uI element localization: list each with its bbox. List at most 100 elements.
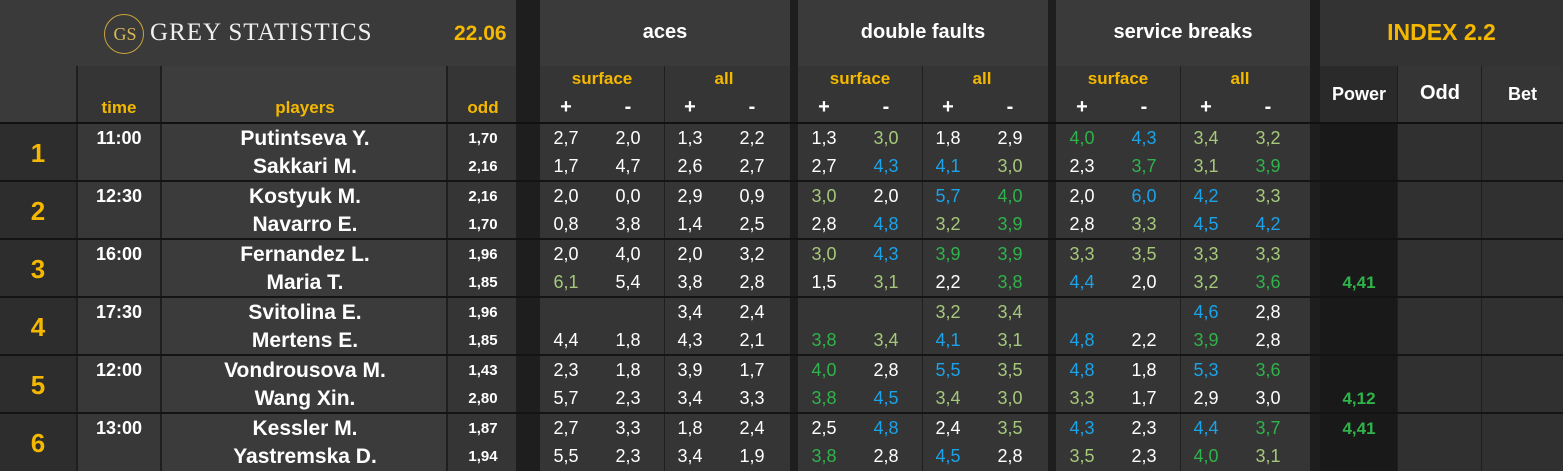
player-odd: 1,87 — [468, 420, 498, 437]
sign-1-2: + — [942, 96, 954, 118]
match-number: 3 — [30, 254, 46, 284]
stat-value: 3,8 — [615, 214, 641, 234]
stat-value: 2,0 — [553, 244, 579, 264]
row-divider-5 — [0, 412, 1563, 414]
stat-value: 4,6 — [1193, 302, 1219, 322]
stat-value: 6,0 — [1131, 186, 1157, 206]
stat-value: 2,9 — [997, 128, 1023, 148]
stat-value: 0,8 — [553, 214, 579, 234]
thin-separator-3 — [1397, 66, 1398, 471]
stat-value: 3,0 — [811, 186, 837, 206]
stat-value: 3,7 — [1255, 418, 1281, 438]
stat-value: 5,4 — [615, 272, 641, 292]
stat-value: 2,0 — [553, 186, 579, 206]
stat-value: 3,0 — [811, 244, 837, 264]
match-time-bg-4 — [76, 355, 162, 413]
stat-value: 1,7 — [739, 360, 765, 380]
sign-2-3: - — [1264, 96, 1272, 118]
stat-value: 3,9 — [677, 360, 703, 380]
match-power-bg-2 — [1320, 239, 1398, 297]
stat-value: 3,1 — [997, 330, 1023, 350]
stat-value: 3,3 — [1069, 244, 1095, 264]
match-number: 5 — [30, 370, 46, 400]
player-odd: 1,96 — [468, 304, 498, 321]
sign-2-0: + — [1076, 96, 1088, 118]
match-odd2-bg-0 — [1398, 123, 1482, 181]
player-name: Putintseva Y. — [240, 127, 370, 150]
stat-value: 3,2 — [739, 244, 765, 264]
stat-value: 2,8 — [811, 214, 837, 234]
match-time-bg-3 — [76, 297, 162, 355]
col-power: Power — [1331, 84, 1387, 104]
match-bet-bg-2 — [1482, 239, 1563, 297]
stat-value: 3,2 — [1255, 128, 1281, 148]
sub-surface-2: surface — [1087, 69, 1149, 88]
stat-value: 3,3 — [1255, 244, 1281, 264]
stat-value: 2,8 — [1069, 214, 1095, 234]
power-value: 4,41 — [1342, 273, 1376, 292]
stat-value: 3,8 — [811, 446, 837, 466]
match-number: 6 — [30, 428, 46, 458]
stat-value: 2,3 — [1131, 446, 1157, 466]
sign-0-0: + — [560, 96, 572, 118]
stat-value: 3,3 — [739, 388, 765, 408]
sign-1-1: - — [882, 96, 890, 118]
player-name: Fernandez L. — [240, 243, 370, 266]
match-vals-bg-1-1 — [798, 181, 1048, 239]
stat-value: 3,8 — [811, 330, 837, 350]
match-bet-bg-1 — [1482, 181, 1563, 239]
sign-0-1: - — [624, 96, 632, 118]
stat-value: 2,8 — [1255, 302, 1281, 322]
stat-value: 3,9 — [1193, 330, 1219, 350]
stat-value: 3,2 — [935, 302, 961, 322]
match-time: 12:30 — [95, 186, 143, 206]
stat-value: 4,3 — [677, 330, 703, 350]
stat-value: 2,8 — [1255, 330, 1281, 350]
match-players-bg-2 — [162, 239, 448, 297]
stat-value: 1,9 — [739, 446, 765, 466]
stat-value: 3,4 — [677, 446, 703, 466]
match-players-bg-1 — [162, 181, 448, 239]
thin-separator-4 — [1481, 66, 1482, 471]
match-time: 12:00 — [95, 360, 143, 380]
match-power-bg-4 — [1320, 355, 1398, 413]
stat-value: 4,2 — [1255, 214, 1281, 234]
thin-separator-6 — [922, 66, 923, 471]
stat-value: 2,6 — [677, 156, 703, 176]
stat-value: 3,3 — [1131, 214, 1157, 234]
stat-value: 4,4 — [1069, 272, 1095, 292]
match-odd2-bg-2 — [1398, 239, 1482, 297]
sub-all-0: all — [714, 69, 734, 88]
match-players-bg-5 — [162, 413, 448, 471]
thin-separator-7 — [1180, 66, 1181, 471]
match-vals-bg-0-2 — [1056, 123, 1310, 181]
col-bet: Bet — [1507, 84, 1537, 104]
sign-1-3: - — [1006, 96, 1014, 118]
stat-value: 2,7 — [811, 156, 837, 176]
match-vals-bg-2-1 — [798, 239, 1048, 297]
stat-value: 3,6 — [1255, 272, 1281, 292]
stat-value: 3,4 — [677, 302, 703, 322]
stat-value: 2,3 — [615, 388, 641, 408]
stat-value: 5,5 — [935, 360, 961, 380]
match-vals-bg-5-0 — [540, 413, 790, 471]
sign-2-1: - — [1140, 96, 1148, 118]
row-divider-3 — [0, 296, 1563, 298]
group-header-2 — [1056, 0, 1310, 66]
stat-value: 2,3 — [553, 360, 579, 380]
stat-value: 2,9 — [677, 186, 703, 206]
stat-value: 3,4 — [873, 330, 899, 350]
col-odd: odd — [467, 98, 499, 117]
match-power-bg-3 — [1320, 297, 1398, 355]
player-odd: 1,85 — [468, 332, 498, 349]
col-players: players — [275, 98, 335, 117]
stat-value: 1,8 — [615, 360, 641, 380]
thin-separator-5 — [664, 66, 665, 471]
stat-value: 1,8 — [677, 418, 703, 438]
stat-value: 2,5 — [811, 418, 837, 438]
stat-value: 1,4 — [677, 214, 703, 234]
sign-0-3: - — [748, 96, 756, 118]
group-header-0 — [540, 0, 790, 66]
match-vals-bg-0-1 — [798, 123, 1048, 181]
match-vals-bg-2-2 — [1056, 239, 1310, 297]
